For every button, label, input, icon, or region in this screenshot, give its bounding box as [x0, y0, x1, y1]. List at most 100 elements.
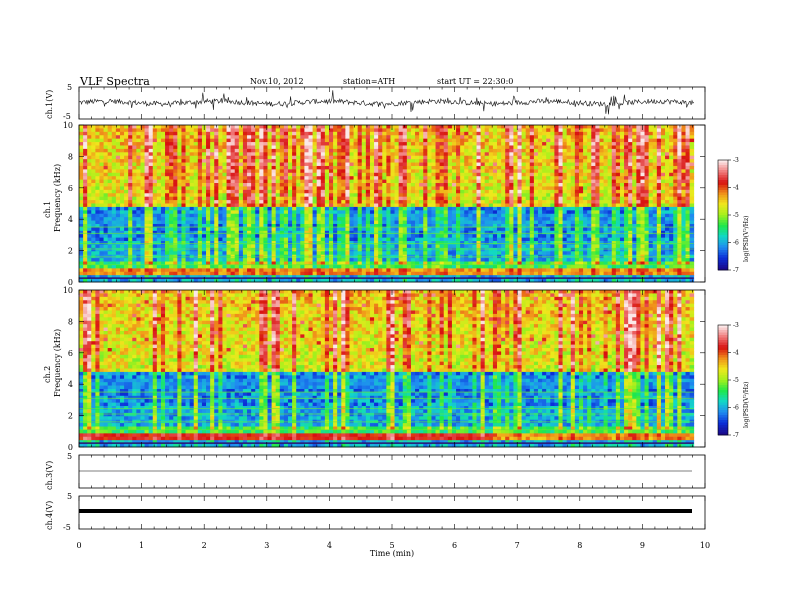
- spectrogram-cell: [399, 145, 404, 149]
- spectrogram-cell: [366, 132, 371, 136]
- spectrogram-cell: [313, 152, 318, 156]
- spectrogram-cell: [456, 265, 461, 269]
- spectrogram-cell: [255, 135, 260, 139]
- spectrogram-cell: [251, 183, 256, 187]
- spectrogram-cell: [181, 248, 186, 252]
- spectrogram-cell: [173, 190, 178, 194]
- spectrogram-cell: [411, 200, 416, 204]
- spectrogram-cell: [116, 186, 121, 190]
- spectrogram-cell: [79, 197, 84, 201]
- spectrogram-cell: [112, 173, 117, 177]
- spectrogram-cell: [493, 272, 498, 276]
- spectrogram-cell: [366, 248, 371, 252]
- spectrogram-cell: [251, 193, 256, 197]
- spectrogram-cell: [399, 135, 404, 139]
- spectrogram-cell: [304, 207, 309, 211]
- spectrogram-cell: [276, 258, 281, 262]
- spectrogram-cell: [304, 227, 309, 231]
- spectrogram-cell: [268, 272, 273, 276]
- spectrogram-cell: [485, 268, 490, 272]
- spectrogram-cell: [419, 210, 424, 214]
- spectrogram-cell: [202, 207, 207, 211]
- spectrogram-cell: [382, 258, 387, 262]
- spectrogram-cell: [313, 214, 318, 218]
- spectrogram-cell: [378, 183, 383, 187]
- spectrogram-cell: [206, 132, 211, 136]
- spectrogram-cell: [173, 166, 178, 170]
- spectrogram-cell: [395, 207, 400, 211]
- spectrogram-cell: [329, 169, 334, 173]
- spectrogram-cell: [145, 221, 150, 225]
- spectrogram-cell: [403, 258, 408, 262]
- spectrogram-cell: [411, 248, 416, 252]
- spectrogram-cell: [128, 173, 133, 177]
- spectrogram-cell: [382, 265, 387, 269]
- spectrogram-cell: [493, 132, 498, 136]
- spectrogram-cell: [337, 132, 342, 136]
- spectrogram-cell: [395, 238, 400, 242]
- spectrogram-cell: [362, 210, 367, 214]
- spectrogram-cell: [321, 238, 326, 242]
- spectrogram-cell: [255, 248, 260, 252]
- spectrogram-cell: [112, 210, 117, 214]
- spectrogram-cell: [411, 210, 416, 214]
- spectrogram-cell: [263, 231, 268, 235]
- spectrogram-cell: [415, 145, 420, 149]
- spectrogram-cell: [292, 221, 297, 225]
- spectrogram-cell: [427, 166, 432, 170]
- spectrogram-cell: [366, 251, 371, 255]
- spectrogram-cell: [79, 183, 84, 187]
- spectrogram-cell: [309, 244, 314, 248]
- spectrogram-cell: [296, 163, 301, 167]
- spectrogram-cell: [161, 128, 166, 132]
- spectrogram-cell: [173, 214, 178, 218]
- spectrogram-cell: [456, 214, 461, 218]
- spectrogram-cell: [272, 145, 277, 149]
- spectrogram-cell: [489, 125, 494, 129]
- spectrogram-cell: [341, 152, 346, 156]
- spectrogram-cell: [99, 272, 104, 276]
- spectrogram-cell: [333, 169, 338, 173]
- spectrogram-cell: [456, 186, 461, 190]
- spectrogram-cell: [304, 190, 309, 194]
- spectrogram-cell: [358, 145, 363, 149]
- spectrogram-cell: [333, 145, 338, 149]
- spectrogram-cell: [386, 132, 391, 136]
- spectrogram-cell: [362, 193, 367, 197]
- spectrogram-cell: [403, 173, 408, 177]
- spectrogram-cell: [276, 159, 281, 163]
- spectrogram-cell: [272, 231, 277, 235]
- spectrogram-cell: [452, 152, 457, 156]
- spectrogram-cell: [243, 152, 248, 156]
- spectrogram-cell: [292, 173, 297, 177]
- spectrogram-cell: [218, 234, 223, 238]
- spectrogram-cell: [104, 197, 109, 201]
- spectrogram-cell: [444, 173, 449, 177]
- spectrogram-cell: [243, 217, 248, 221]
- spectrogram-cell: [317, 145, 322, 149]
- spectrogram-cell: [472, 149, 477, 153]
- spectrogram-cell: [173, 265, 178, 269]
- spectrogram-cell: [481, 258, 486, 262]
- spectrogram-cell: [481, 268, 486, 272]
- spectrogram-cell: [317, 244, 322, 248]
- spectrogram-cell: [292, 156, 297, 160]
- spectrogram-cell: [505, 166, 510, 170]
- spectrogram-cell: [333, 135, 338, 139]
- spectrogram-cell: [276, 132, 281, 136]
- spectrogram-cell: [214, 135, 219, 139]
- spectrogram-cell: [87, 234, 92, 238]
- spectrogram-cell: [83, 183, 88, 187]
- spectrogram-cell: [386, 190, 391, 194]
- spectrogram-cell: [186, 241, 191, 245]
- spectrogram-cell: [124, 251, 129, 255]
- spectrogram-cell: [403, 152, 408, 156]
- spectrogram-cell: [296, 125, 301, 129]
- spectrogram-cell: [284, 139, 289, 143]
- spectrogram-cell: [304, 156, 309, 160]
- spectrogram-cell: [505, 248, 510, 252]
- spectrogram-cell: [399, 268, 404, 272]
- spectrogram-cell: [440, 204, 445, 208]
- spectrogram-cell: [509, 142, 514, 146]
- spectrogram-cell: [198, 210, 203, 214]
